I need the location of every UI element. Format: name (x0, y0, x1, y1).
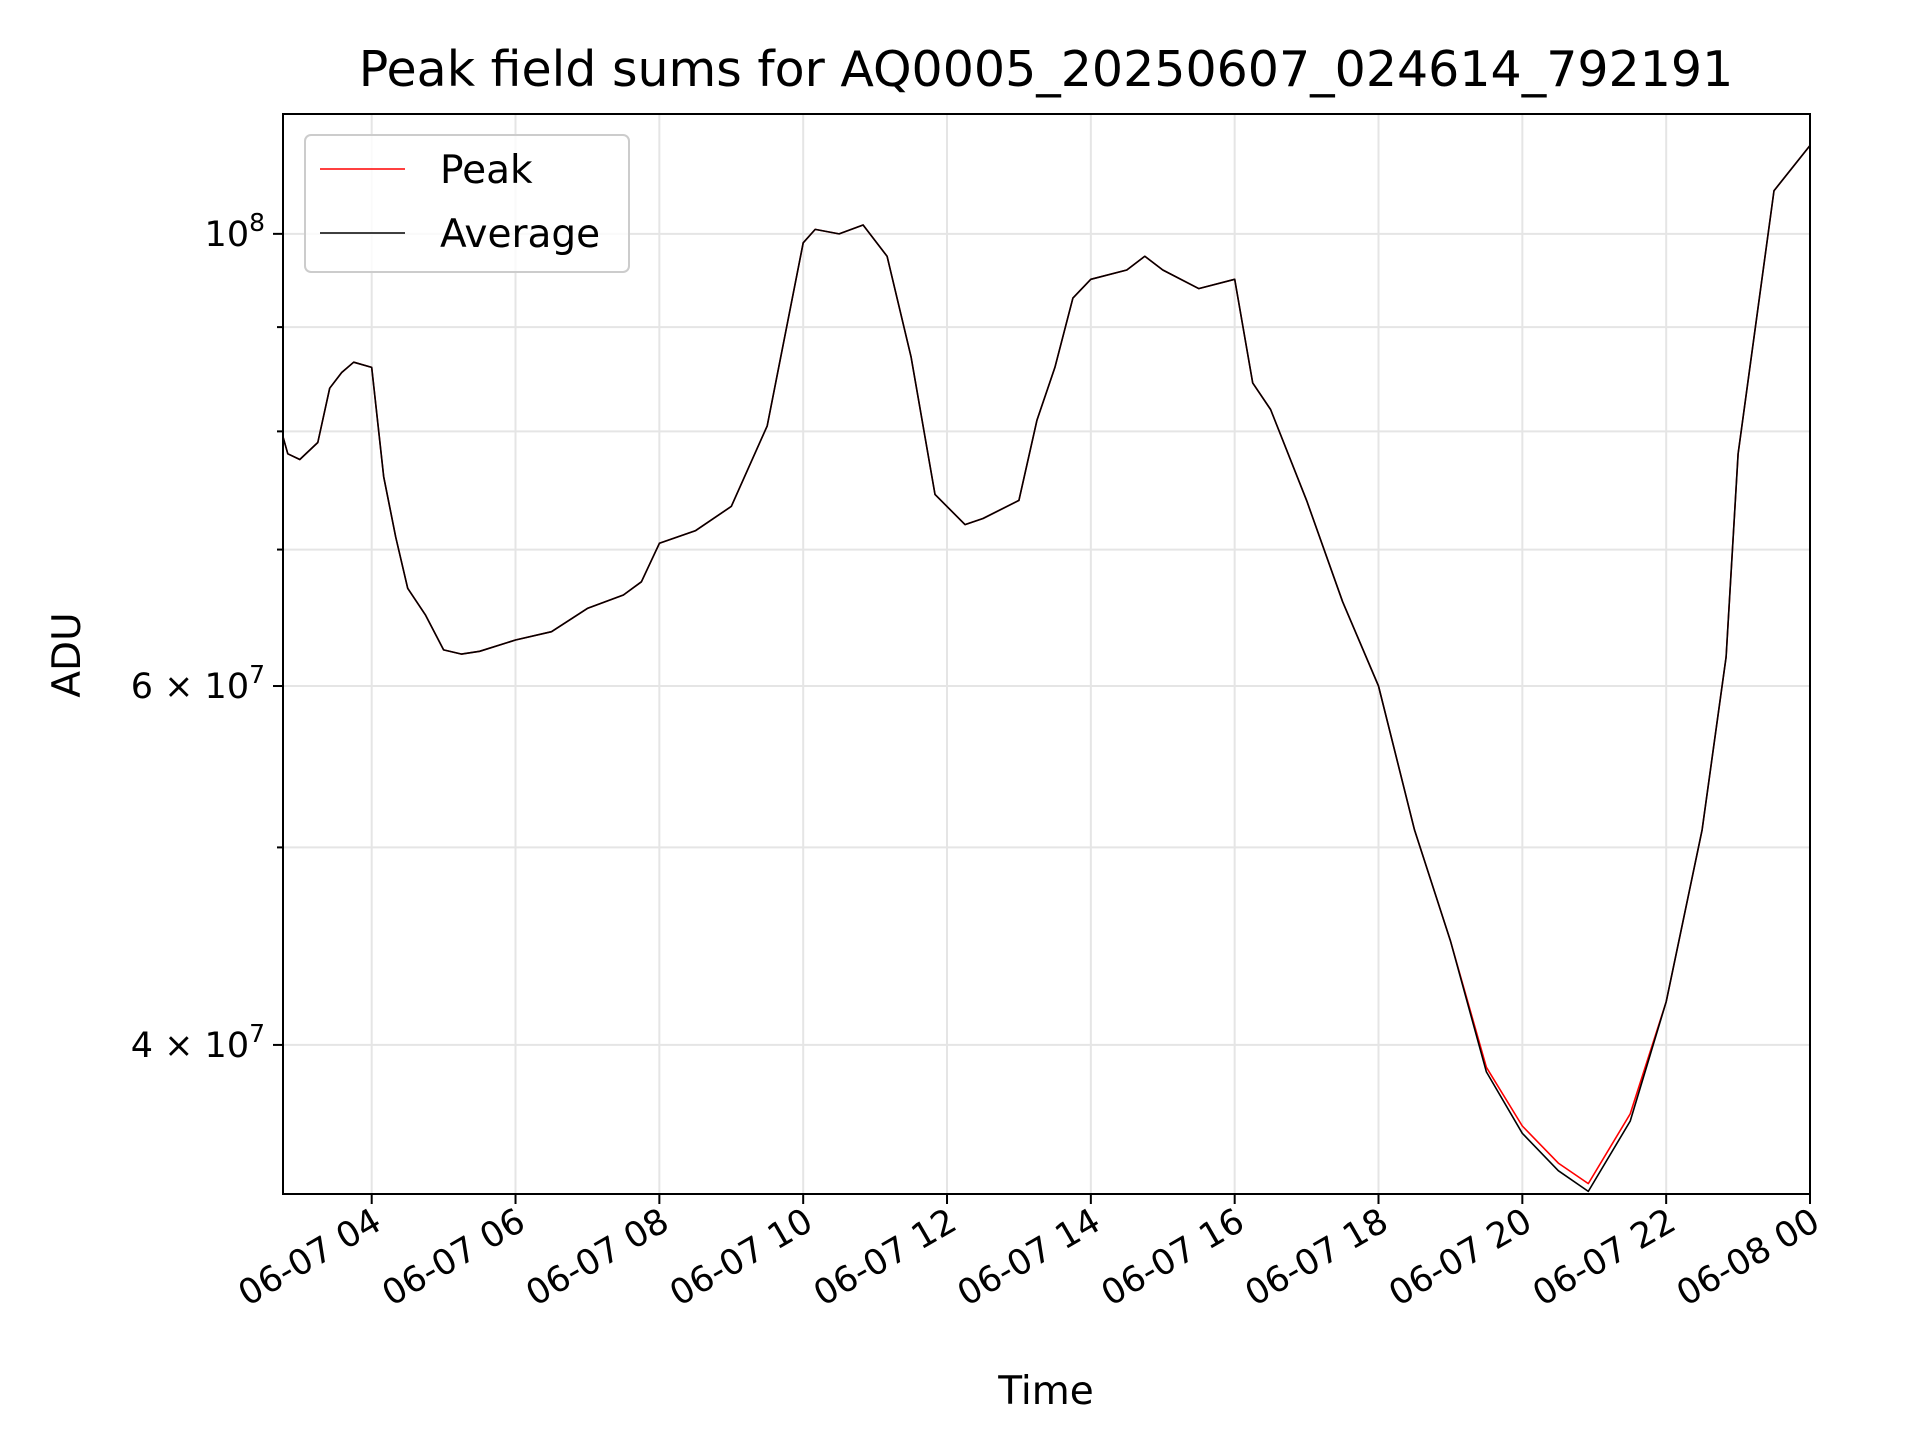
ticks (273, 232, 1811, 1204)
legend: Peak Average (304, 134, 630, 273)
y-tick-label: 108 (205, 208, 265, 255)
x-axis-label: Time (997, 1369, 1093, 1414)
plot-frame (282, 113, 1811, 1195)
legend-label-peak: Peak (440, 148, 533, 193)
y-tick-labels: 4 × 107 6 × 107 108 (131, 208, 265, 1066)
y-axis-label: ADU (45, 612, 90, 697)
y-tick-label: 4 × 107 (131, 1019, 265, 1066)
legend-label-average: Average (440, 212, 600, 257)
chart-title: Peak field sums for AQ0005_20250607_0246… (359, 41, 1734, 98)
y-tick-label: 6 × 107 (131, 660, 265, 707)
series-lines (282, 145, 1811, 1193)
series-line-average (282, 145, 1811, 1193)
